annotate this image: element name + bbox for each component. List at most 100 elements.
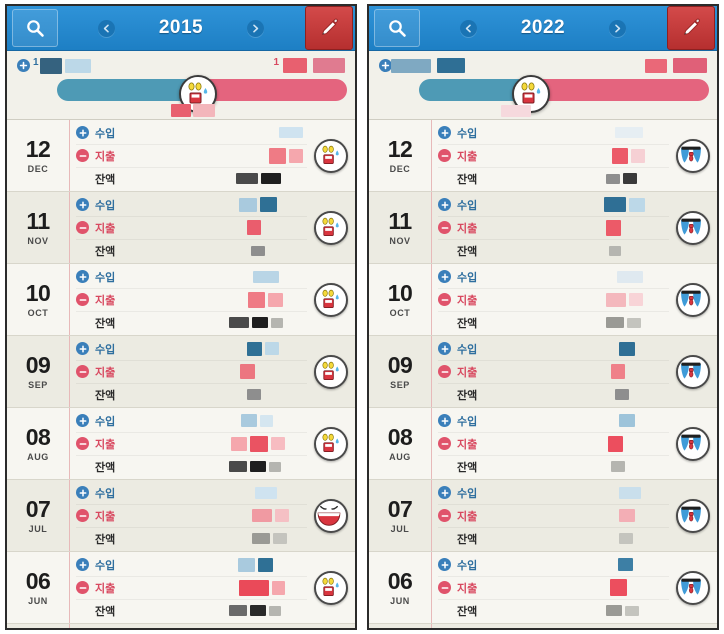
plus-icon [438, 486, 451, 499]
search-button[interactable] [12, 9, 58, 47]
bar-income-segment [419, 79, 530, 101]
mood-cell [669, 408, 717, 479]
next-year-button[interactable] [609, 19, 626, 37]
balance-label: 잔액 [457, 461, 478, 474]
month-amounts: 수입 지출 [432, 120, 669, 191]
table-row[interactable]: 07 JUL 수입 지출 [369, 480, 717, 552]
expense-label: 지출 [457, 582, 478, 595]
redacted-amount [241, 414, 257, 427]
redacted-amount [260, 414, 273, 427]
plus-circle-icon[interactable] [379, 59, 392, 72]
expense-value [247, 217, 261, 239]
expense-line: 지출 [438, 577, 669, 600]
table-row[interactable]: 07 JUL 수입 지출 [7, 480, 355, 552]
balance-value [609, 240, 621, 262]
plus-circle-icon[interactable] [17, 59, 30, 72]
redacted-amount [617, 270, 643, 283]
income-expense-bar-left[interactable] [57, 75, 347, 113]
prev-year-button[interactable] [460, 19, 477, 37]
month-amounts: 수입 지출 [432, 480, 669, 551]
month-number: 10 [25, 279, 51, 306]
income-expense-bar-right[interactable] [419, 75, 709, 113]
plus-icon [438, 342, 451, 355]
plus-icon [438, 198, 451, 211]
income-value [253, 266, 279, 288]
worried-face-icon [314, 282, 348, 317]
table-row[interactable]: 12 DEC 수입 지출 [369, 120, 717, 192]
income-line: 수입 [438, 338, 669, 361]
month-date-cell: 05 MAY [7, 624, 70, 628]
expense-line: 지출 [76, 505, 307, 528]
balance-label: 잔액 [95, 173, 116, 186]
redacted-amount [251, 245, 265, 256]
table-row[interactable]: 06 JUN 수입 지출 [369, 552, 717, 624]
redacted-amount [289, 148, 303, 163]
summary-band-left: 1 1 [7, 51, 355, 120]
table-row[interactable]: 10 OCT 수입 지출 [369, 264, 717, 336]
income-line: 수입 [438, 266, 669, 289]
table-row[interactable]: 11 NOV 수입 [369, 192, 717, 264]
income-value [255, 482, 277, 504]
balance-value [606, 168, 637, 190]
redacted-amount [629, 293, 643, 306]
redacted-amount [611, 461, 625, 472]
table-row[interactable]: 10 OCT 수입 지출 [7, 264, 355, 336]
prev-year-button[interactable] [98, 19, 115, 37]
month-date-cell: 06 JUN [7, 552, 70, 623]
balance-spacer [438, 604, 451, 617]
income-label: 수입 [95, 559, 116, 572]
balance-value [619, 528, 633, 550]
balance-spacer [76, 532, 89, 545]
month-number: 06 [387, 567, 413, 594]
month-list-right[interactable]: 12 DEC 수입 지출 [369, 120, 717, 628]
table-row[interactable]: 09 SEP 수입 지출 [369, 336, 717, 408]
minus-icon [438, 365, 451, 378]
pencil-icon [679, 16, 703, 40]
minus-icon [76, 221, 89, 234]
expense-label: 지출 [95, 582, 116, 595]
month-list-left[interactable]: 12 DEC 수입 지출 [7, 120, 355, 628]
redacted-amount [627, 317, 641, 328]
plus-icon [76, 414, 89, 427]
edit-button[interactable] [667, 6, 715, 50]
income-label: 수입 [457, 415, 478, 428]
redacted-summary-balance [170, 104, 191, 117]
balance-line: 잔액 [438, 600, 669, 622]
income-line: 수입 [76, 122, 307, 145]
table-row[interactable]: 08 AUG 수입 [7, 408, 355, 480]
redacted-amount [606, 292, 626, 307]
balance-label: 잔액 [457, 317, 478, 330]
minus-icon [76, 293, 89, 306]
redacted-amount [250, 435, 268, 452]
month-amounts: 수입 지출 [432, 624, 669, 628]
redacted-amount [252, 509, 272, 522]
redacted-amount [618, 558, 633, 571]
month-date-cell: 09 SEP [7, 336, 70, 407]
income-value [247, 338, 279, 360]
month-abbrev: OCT [389, 307, 411, 318]
redacted-summary-balance [501, 105, 532, 117]
year-navigator-right: 2022 [369, 6, 717, 50]
panel-left: 2015 [5, 4, 357, 630]
table-row[interactable]: 09 SEP 수입 [7, 336, 355, 408]
table-row[interactable]: 05 MAY 수입 지출 [369, 624, 717, 628]
income-label: 수입 [457, 487, 478, 500]
month-number: 06 [25, 567, 51, 594]
table-row[interactable]: 05 MAY 수입 [7, 624, 355, 628]
balance-value [615, 384, 629, 406]
table-row[interactable]: 06 JUN 수입 [7, 552, 355, 624]
redacted-amount [268, 292, 283, 307]
expense-value [611, 361, 625, 383]
worried-face-icon [314, 354, 348, 389]
redacted-amount [250, 605, 266, 616]
redacted-expense-total [645, 59, 667, 73]
edit-button[interactable] [305, 6, 353, 50]
search-button[interactable] [374, 9, 420, 47]
redacted-amount [608, 435, 623, 452]
table-row[interactable]: 12 DEC 수입 지출 [7, 120, 355, 192]
next-year-button[interactable] [247, 19, 264, 37]
table-row[interactable]: 08 AUG 수입 지출 [369, 408, 717, 480]
balance-label: 잔액 [95, 533, 116, 546]
expense-label: 지출 [457, 510, 478, 523]
table-row[interactable]: 11 NOV 수입 [7, 192, 355, 264]
